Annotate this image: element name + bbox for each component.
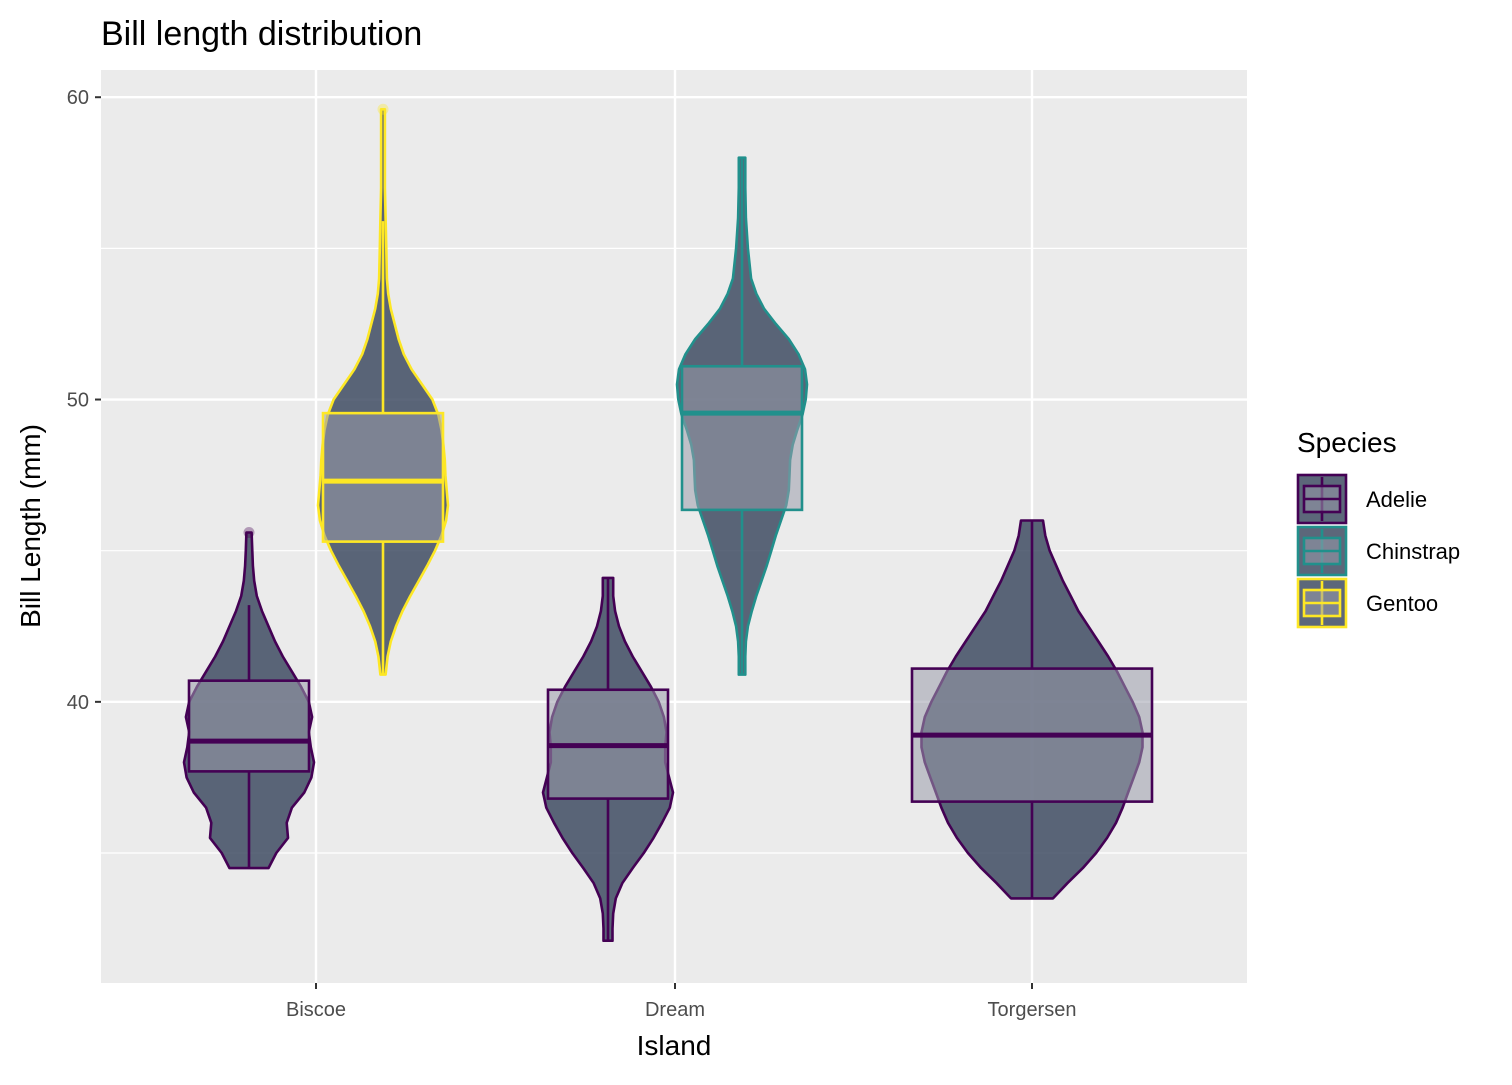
y-tick-label: 50 <box>67 390 89 412</box>
x-tick-label: Biscoe <box>286 999 346 1021</box>
x-axis-title: Island <box>637 1030 712 1061</box>
box-gentoo-biscoe <box>321 411 445 543</box>
outlier-point <box>243 527 255 539</box>
legend-label-gentoo: Gentoo <box>1366 591 1438 616</box>
box-adelie-biscoe <box>187 679 311 773</box>
outlier-point <box>377 103 389 115</box>
box-chinstrap-dream <box>680 364 804 512</box>
y-tick-label: 40 <box>67 692 89 714</box>
x-tick-label: Torgersen <box>988 999 1077 1021</box>
boxplots <box>187 103 1154 941</box>
legend-label-adelie: Adelie <box>1366 487 1427 512</box>
x-tick-label: Dream <box>645 999 705 1021</box>
y-tick-label: 60 <box>67 87 89 109</box>
legend-label-chinstrap: Chinstrap <box>1366 539 1460 564</box>
legend: Species Adelie Chinstrap Gentoo <box>1296 427 1460 629</box>
axes: 40 50 60 Biscoe Dream Torgersen <box>67 87 1077 1021</box>
chart-title: Bill length distribution <box>101 15 422 53</box>
y-axis-title: Bill Length (mm) <box>15 424 46 628</box>
legend-title: Species <box>1297 427 1397 458</box>
